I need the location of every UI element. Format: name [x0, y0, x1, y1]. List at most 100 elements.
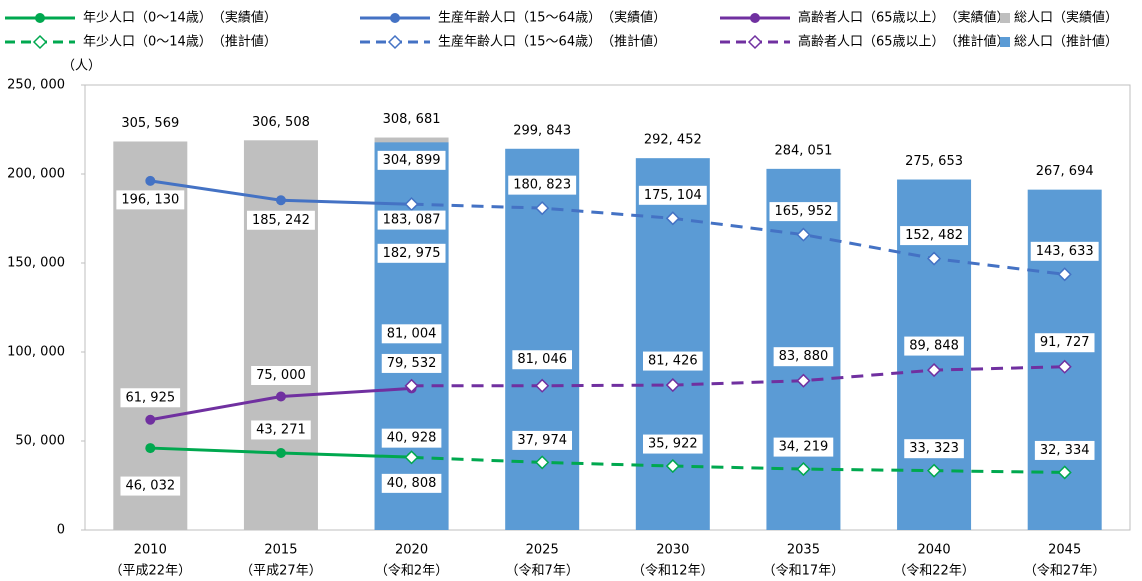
data-label-group: 306, 508 — [252, 115, 310, 130]
data-label-group: 81, 426 — [643, 351, 703, 371]
data-label-group: 305, 569 — [121, 116, 179, 131]
series-line — [411, 455, 1065, 474]
label-box — [904, 439, 964, 459]
data-label-group: 83, 880 — [773, 347, 834, 367]
data-label-group: 143, 633 — [1030, 241, 1099, 261]
data-label-group: 91, 727 — [1034, 333, 1095, 353]
legend-label: 総人口（推計値） — [1014, 34, 1118, 50]
marker — [275, 391, 286, 402]
label-box — [773, 437, 834, 457]
marker — [665, 378, 680, 393]
data-label-group: 40, 808 — [381, 473, 442, 493]
legend-swatch — [1000, 37, 1010, 47]
label-box — [900, 152, 969, 172]
data-label-group: 183, 087 — [377, 210, 446, 230]
data-label-group: 81, 046 — [512, 350, 572, 370]
x-tick-sublabel: （平成22年） — [110, 564, 192, 579]
label-box — [377, 243, 446, 263]
label-box — [116, 190, 185, 210]
marker — [927, 251, 942, 266]
marker — [275, 447, 286, 458]
data-label: 34, 219 — [779, 440, 829, 455]
x-tick-label: 2035 — [787, 543, 820, 558]
legend-marker — [35, 13, 45, 23]
legend-marker — [390, 13, 400, 23]
legend-label: 年少人口（0～14歳） （実績値） — [83, 10, 277, 26]
data-label: 83, 880 — [779, 349, 829, 364]
marker — [404, 378, 419, 393]
label-box — [246, 210, 315, 230]
data-label-group: 165, 952 — [769, 202, 838, 222]
data-label: 308, 681 — [383, 112, 441, 127]
data-label-group: 37, 974 — [512, 430, 572, 450]
y-tick-label: 200, 000 — [7, 167, 65, 182]
data-label-group: 40, 928 — [381, 428, 442, 448]
x-tick-sublabel: （令和17年） — [763, 564, 845, 579]
x-tick-sublabel: （令和7年） — [506, 564, 579, 579]
data-label: 165, 952 — [774, 204, 832, 219]
data-label: 89, 848 — [909, 339, 959, 354]
marker — [535, 201, 550, 216]
data-label: 275, 653 — [905, 154, 963, 169]
data-label: 81, 004 — [387, 326, 437, 341]
label-box — [377, 210, 446, 230]
data-label: 43, 271 — [256, 422, 306, 437]
legend-label: 高齢者人口（65歳以上） （実績値） — [798, 10, 1010, 26]
data-label: 292, 452 — [644, 133, 702, 148]
marker — [145, 175, 156, 186]
legend-label: 総人口（実績値） — [1014, 10, 1118, 26]
legend-label: 生産年齢人口（15～64歳） （推計値） — [438, 34, 666, 50]
marker — [145, 443, 156, 454]
x-tick-label: 2015 — [264, 543, 297, 558]
label-box — [508, 175, 577, 195]
data-label: 81, 426 — [648, 354, 698, 369]
data-label: 33, 323 — [909, 441, 959, 456]
data-label-group: 33, 323 — [904, 439, 964, 459]
data-label-group: 175, 104 — [638, 185, 707, 205]
marker — [1057, 359, 1072, 374]
label-box — [1030, 241, 1099, 261]
data-label: 40, 928 — [387, 431, 437, 446]
x-tick-label: 2025 — [526, 543, 559, 558]
data-label-group: 89, 848 — [904, 336, 964, 356]
data-label: 35, 922 — [648, 437, 698, 452]
data-label-group: 180, 823 — [508, 175, 577, 195]
label-box — [512, 430, 572, 450]
marker — [145, 414, 156, 425]
data-label: 183, 087 — [383, 213, 441, 228]
label-box — [381, 473, 442, 493]
x-tick-label: 2045 — [1048, 543, 1081, 558]
x-tick-sublabel: （令和12年） — [632, 564, 714, 579]
data-label: 284, 051 — [774, 143, 832, 158]
data-label: 61, 925 — [126, 390, 176, 405]
data-label-group: 46, 032 — [120, 476, 181, 496]
y-tick-label: 150, 000 — [7, 256, 65, 271]
data-label: 304, 899 — [383, 153, 441, 168]
marker — [927, 363, 942, 378]
data-label-group: 43, 271 — [251, 420, 311, 440]
marker — [1057, 465, 1072, 480]
data-label-group: 81, 004 — [381, 324, 442, 344]
data-label: 91, 727 — [1040, 335, 1090, 350]
x-tick-sublabel: （令和2年） — [375, 564, 448, 579]
data-label: 299, 843 — [513, 123, 571, 138]
data-label-group: 304, 899 — [377, 150, 446, 170]
data-label-group: 299, 843 — [508, 121, 577, 141]
legend-marker — [387, 34, 403, 50]
label-box — [120, 476, 181, 496]
label-box — [638, 130, 707, 150]
x-tick-label: 2010 — [134, 543, 167, 558]
data-label-group: 75, 000 — [251, 366, 311, 385]
plot-frame — [84, 84, 1131, 531]
marker — [535, 455, 550, 470]
legend-label: 生産年齢人口（15～64歳） （実績値） — [438, 10, 666, 26]
data-label: 182, 975 — [383, 246, 441, 261]
data-label-group: 79, 532 — [381, 353, 442, 373]
data-label-group: 32, 334 — [1034, 440, 1095, 460]
label-box — [381, 324, 442, 344]
series-line — [411, 202, 1065, 276]
data-label-group: 308, 681 — [383, 112, 441, 127]
y-tick-label: 250, 000 — [7, 78, 65, 93]
y-tick-label: 100, 000 — [7, 345, 65, 360]
